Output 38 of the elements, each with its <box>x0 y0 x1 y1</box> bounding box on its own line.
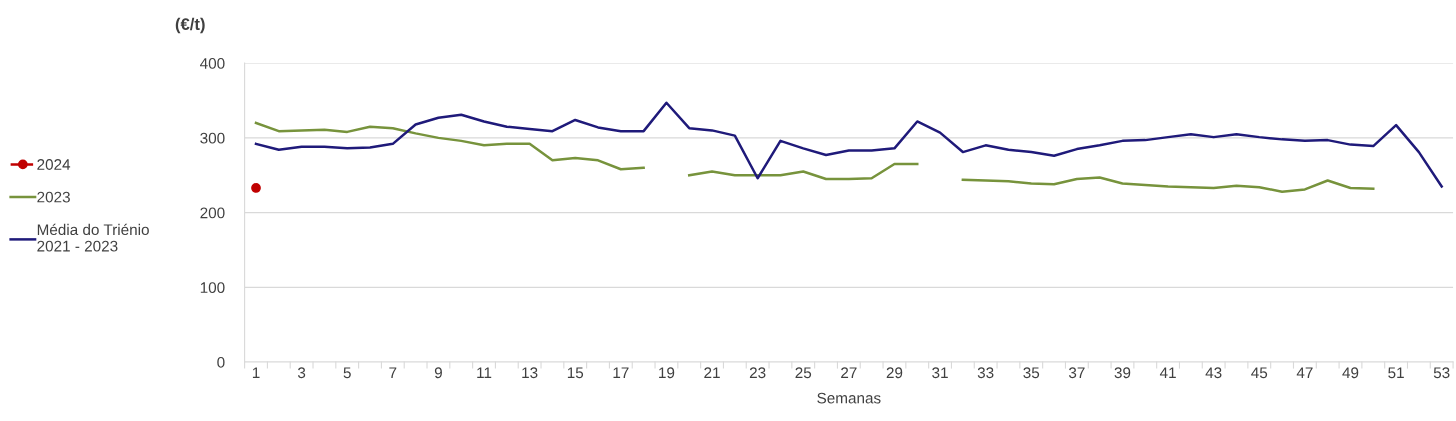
x-tick-label: 49 <box>1342 367 1359 379</box>
x-tick-label: 47 <box>1296 367 1313 378</box>
legend-label: 2024 <box>37 159 71 170</box>
legend-label: 2023 <box>37 191 70 203</box>
x-tick-label: 13 <box>522 367 538 379</box>
y-tick-label: 400 <box>200 58 225 69</box>
x-tick-label: 17 <box>613 367 629 378</box>
x-tick-label: 15 <box>567 367 584 379</box>
x-tick-label: 21 <box>704 367 720 378</box>
legend-label: Média do Triénio 2021 - 2023 <box>37 223 149 252</box>
x-tick-label: 39 <box>1114 367 1131 379</box>
x-tick-label: 11 <box>477 367 492 378</box>
x-tick-label: 43 <box>1205 367 1222 379</box>
x-tick-label: 25 <box>795 367 812 379</box>
x-tick-label: 27 <box>841 367 857 378</box>
x-tick-label: 51 <box>1388 367 1404 379</box>
x-tick-label: 5 <box>343 367 351 379</box>
x-tick-label: 37 <box>1068 367 1085 379</box>
x-tick-label: 45 <box>1251 367 1268 379</box>
y-tick-label: 100 <box>200 282 225 294</box>
y-tick-label: 200 <box>200 207 225 219</box>
x-tick-label: 31 <box>932 367 948 379</box>
y-tick-label: 300 <box>200 132 225 144</box>
x-tick-label: 29 <box>886 367 903 379</box>
x-tick-label: 23 <box>749 367 766 379</box>
x-tick-label: 35 <box>1023 367 1040 379</box>
y-axis-title: (€/t) <box>175 17 205 34</box>
x-tick-label: 33 <box>977 367 994 379</box>
x-tick-label: 41 <box>1159 367 1176 378</box>
x-tick-label: 9 <box>434 367 442 379</box>
line-series <box>254 101 1443 188</box>
x-tick-label: 19 <box>659 367 675 379</box>
x-tick-label: 3 <box>297 367 306 379</box>
x-tick-label: 1 <box>252 367 260 378</box>
x-tick-label: 53 <box>1433 367 1450 379</box>
y-tick-label: 0 <box>217 356 225 368</box>
x-tick-label: 7 <box>389 367 397 378</box>
x-axis-title: Semanas <box>817 392 881 404</box>
